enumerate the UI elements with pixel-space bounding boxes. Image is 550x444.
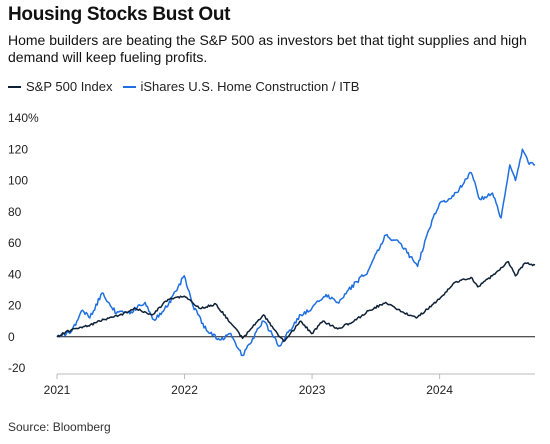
y-tick-label: 20 [8, 299, 22, 313]
y-tick-label: 80 [8, 205, 22, 219]
legend-label-sp500: S&P 500 Index [26, 79, 113, 94]
x-tick-label: 2024 [426, 383, 453, 397]
legend-swatch-sp500 [8, 85, 21, 88]
y-tick-label: 40 [8, 267, 22, 281]
series-line-itb [56, 148, 535, 357]
y-tick-label: 60 [8, 236, 22, 250]
y-tick-label: -20 [8, 361, 26, 375]
y-tick-label: 120 [8, 142, 28, 156]
legend-item-sp500: S&P 500 Index [8, 79, 113, 94]
legend: S&P 500 Index iShares U.S. Home Construc… [8, 79, 369, 94]
x-tick-label: 2021 [44, 383, 71, 397]
y-tick-label: 0 [8, 330, 15, 344]
chart-title: Housing Stocks Bust Out [8, 4, 231, 25]
y-tick-label: 100 [8, 174, 28, 188]
series-line-sp500 [56, 261, 536, 343]
legend-item-itb: iShares U.S. Home Construction / ITB [122, 79, 360, 94]
chart-subtitle: Home builders are beating the S&P 500 as… [8, 32, 527, 65]
x-tick-label: 2022 [171, 383, 198, 397]
legend-swatch-itb [122, 85, 136, 88]
x-tick-label: 2023 [299, 383, 326, 397]
legend-label-itb: iShares U.S. Home Construction / ITB [140, 79, 360, 94]
y-tick-label: 140% [8, 111, 39, 125]
source-note: Source: Bloomberg [8, 420, 111, 434]
